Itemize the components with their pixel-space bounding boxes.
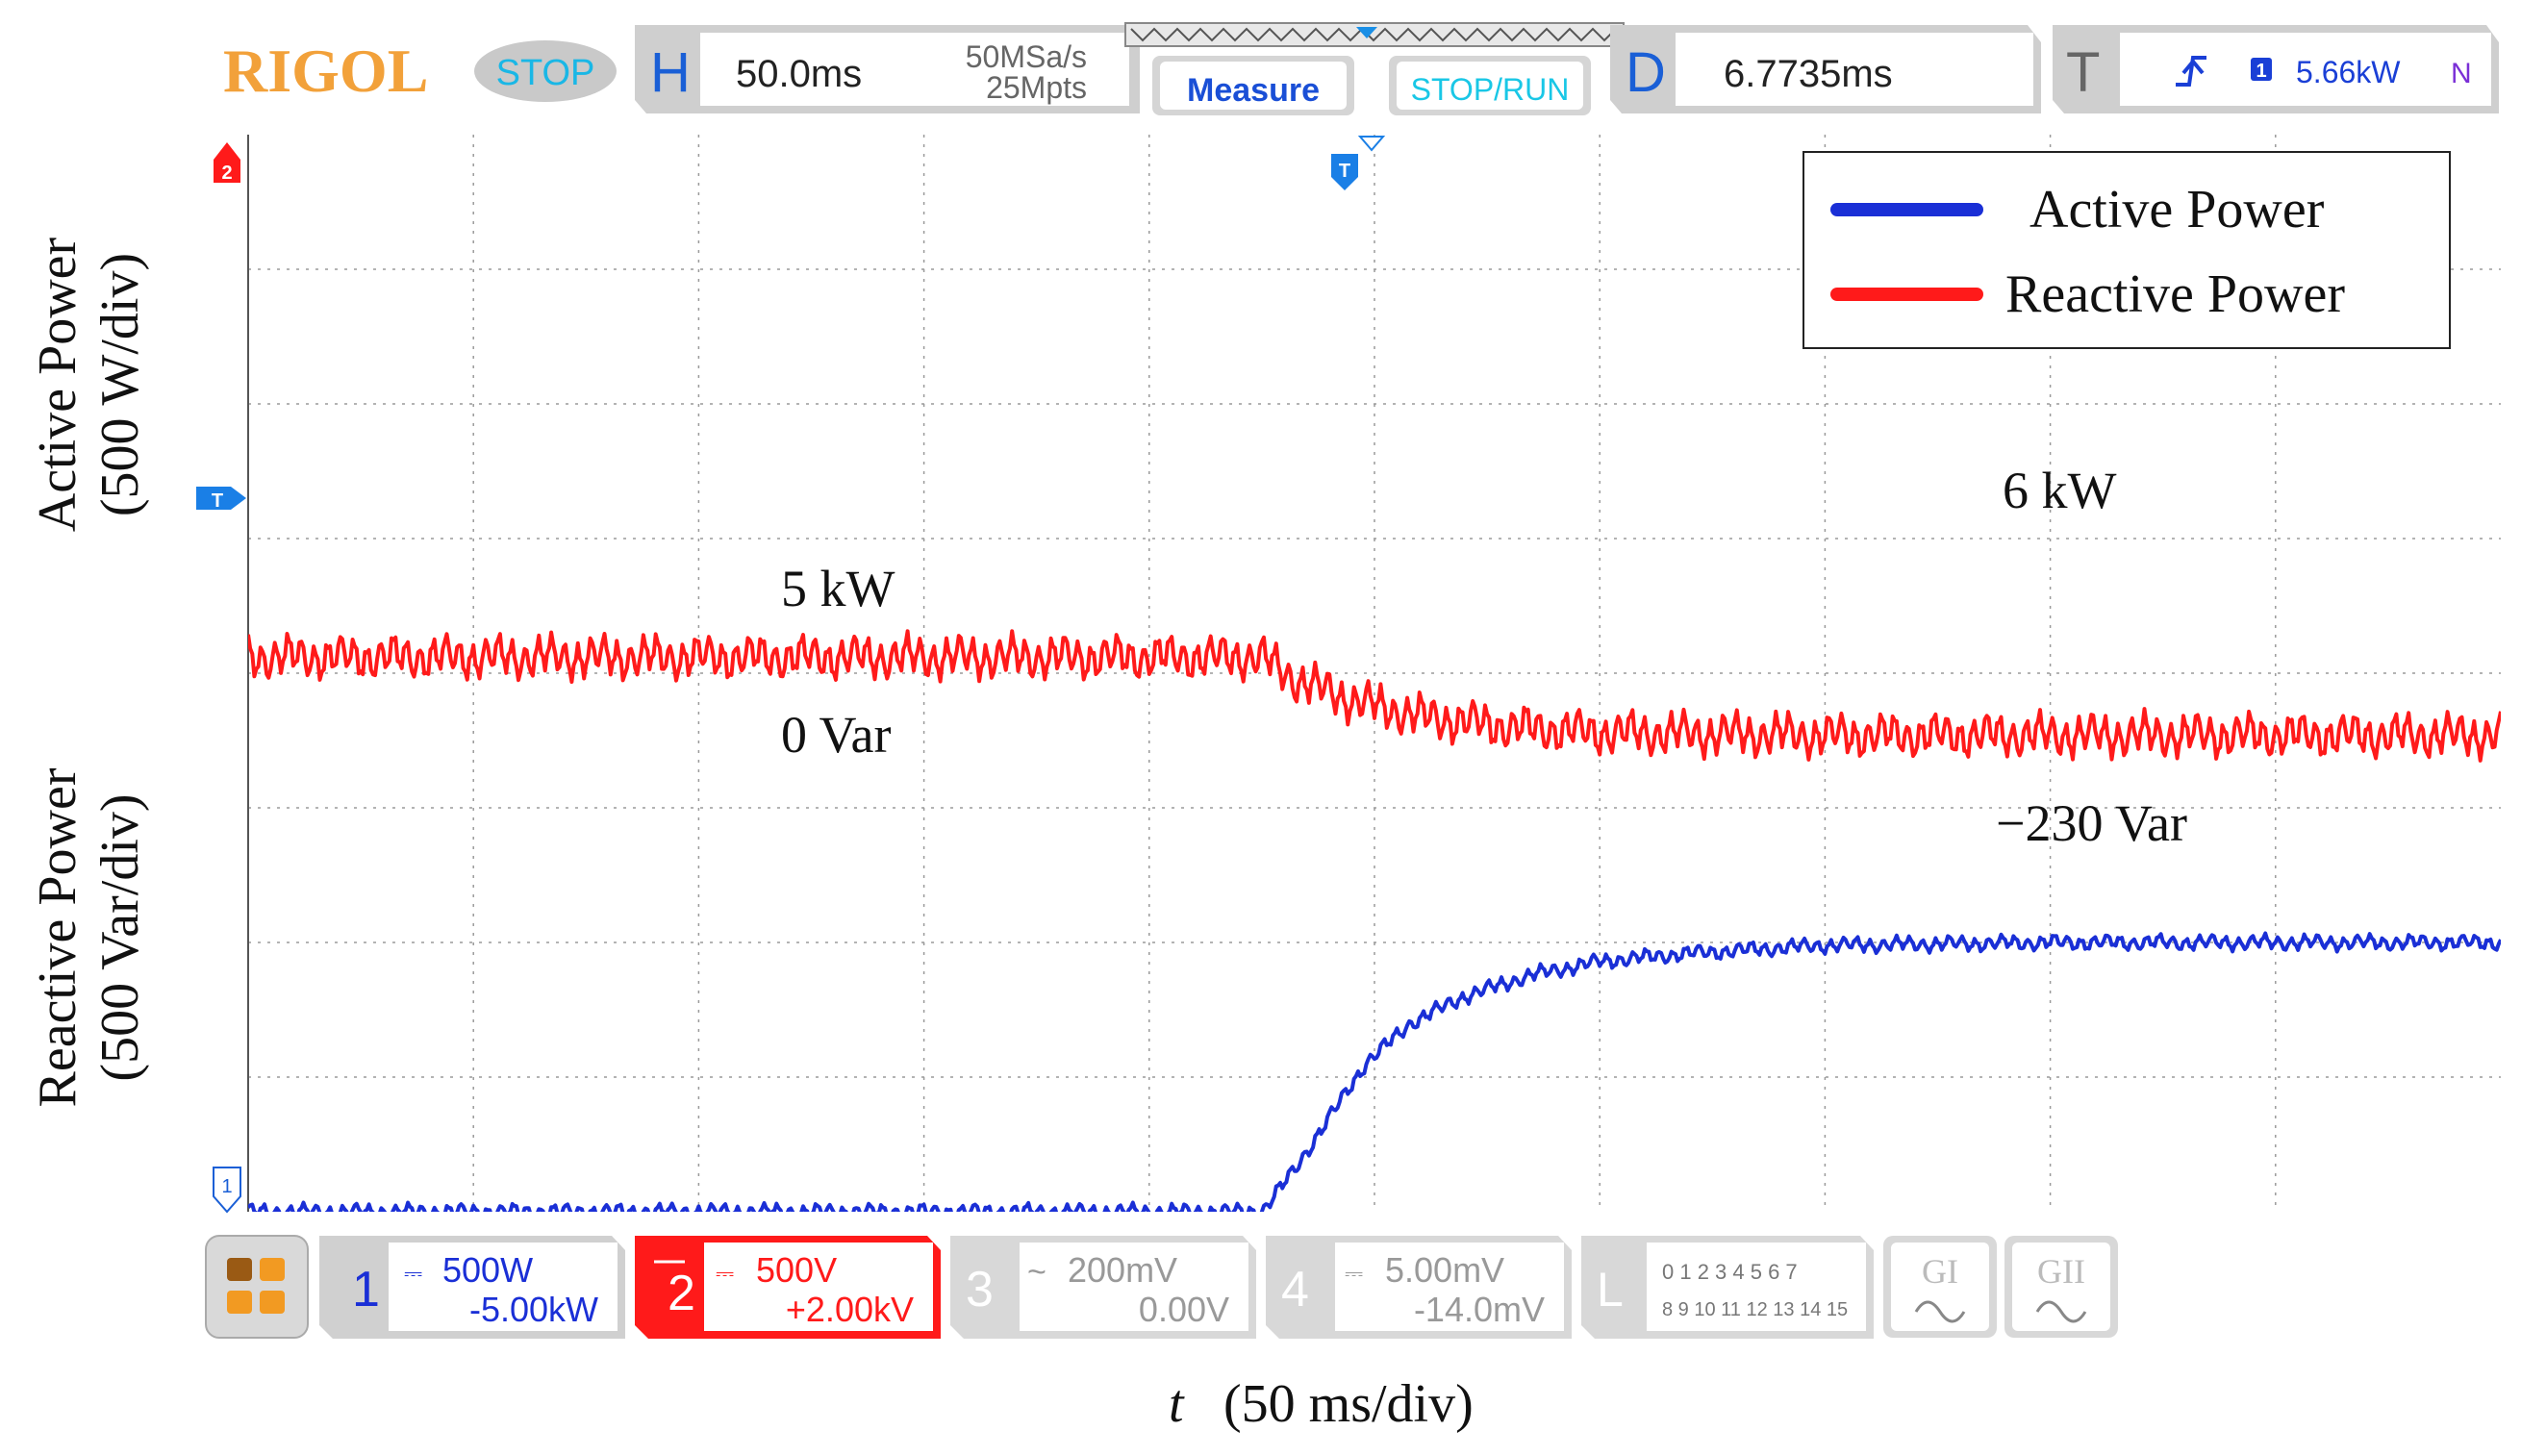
dc-coupling-icon: ⎓ bbox=[716, 1261, 734, 1287]
ch3-offset: 0.00V bbox=[1139, 1290, 1229, 1329]
legend-label-active: Active Power bbox=[2029, 180, 2325, 239]
ch2-marker: 2 bbox=[214, 142, 240, 184]
x-axis-label: t (50 ms/div) bbox=[1169, 1374, 1474, 1434]
svg-text:T: T bbox=[1339, 161, 1350, 182]
ch3-number: 3 bbox=[966, 1262, 994, 1318]
measure-button[interactable]: Measure bbox=[1152, 56, 1354, 115]
waveform-overview[interactable] bbox=[1124, 22, 1625, 47]
timebase-value: 50.0ms bbox=[736, 53, 862, 95]
annotation-reactive-final: −230 Var bbox=[1996, 794, 2187, 852]
svg-text:2: 2 bbox=[221, 163, 232, 184]
svg-text:1: 1 bbox=[221, 1176, 232, 1197]
series-active-power bbox=[248, 931, 2501, 1212]
ch1-offset: -5.00kW bbox=[469, 1290, 598, 1329]
timebase-panel[interactable]: H 50.0ms 50MSa/s 25Mpts bbox=[635, 25, 1140, 113]
annotation-active-initial: 5 kW bbox=[781, 560, 895, 617]
logic-row-2: 8 9 10 11 12 13 14 15 bbox=[1662, 1299, 1848, 1320]
ch1-number: 1 bbox=[352, 1262, 380, 1318]
logic-label: L bbox=[1597, 1263, 1624, 1317]
timebase-h-label: H bbox=[650, 41, 691, 104]
wave-icon bbox=[1914, 1300, 1966, 1323]
trigger-position-marker: T bbox=[1331, 136, 1386, 190]
decoder-2-label: GII bbox=[2037, 1252, 2085, 1291]
dc-coupling-icon: ⎓ bbox=[404, 1261, 422, 1287]
menu-button[interactable] bbox=[205, 1235, 309, 1339]
ac-coupling-icon: ~ bbox=[1027, 1254, 1046, 1291]
delay-panel[interactable]: D 6.7735ms bbox=[1610, 25, 2041, 113]
y-axis-labels: Active Power (500 W/div) Reactive Power … bbox=[28, 237, 150, 1107]
brand-logo: RIGOL bbox=[223, 37, 428, 105]
delay-value: 6.7735ms bbox=[1724, 53, 1893, 95]
stop-run-button[interactable]: STOP/RUN bbox=[1389, 56, 1591, 115]
left-trigger-level-marker: T bbox=[196, 487, 246, 512]
overview-trigger-marker bbox=[1356, 27, 1377, 38]
wave-icon bbox=[2035, 1300, 2087, 1323]
dc-coupling-icon: ⎓ bbox=[1345, 1261, 1363, 1287]
channel-2-panel[interactable]: 2 ⎓ 500V +2.00kV bbox=[635, 1236, 941, 1339]
channel-4-panel[interactable]: 4 ⎓ 5.00mV -14.0mV bbox=[1266, 1236, 1572, 1339]
decoder-1-label: GI bbox=[1922, 1252, 1958, 1291]
delay-d-label: D bbox=[1626, 41, 1666, 104]
x-label-rest: (50 ms/div) bbox=[1223, 1374, 1474, 1434]
series-reactive-power bbox=[248, 629, 2501, 763]
apps-grid-icon bbox=[227, 1258, 285, 1314]
trigger-panel[interactable]: T 1 5.66kW N bbox=[2053, 25, 2499, 113]
ch1-marker: 1 bbox=[213, 1167, 241, 1214]
y-label-reactive-line1: Reactive Power bbox=[28, 767, 88, 1107]
ch3-scale: 200mV bbox=[1068, 1250, 1177, 1290]
svg-text:T: T bbox=[212, 490, 223, 512]
legend-box bbox=[1803, 151, 2451, 349]
ch4-scale: 5.00mV bbox=[1385, 1250, 1504, 1290]
legend: Active Power Reactive Power bbox=[1803, 151, 2451, 349]
top-bar: RIGOL STOP H 50.0ms 50MSa/s 25Mpts Measu… bbox=[223, 22, 2499, 115]
ch4-number: 4 bbox=[1281, 1262, 1309, 1318]
channel-3-panel[interactable]: 3 ~ 200mV 0.00V bbox=[950, 1236, 1256, 1339]
decoder-2-button[interactable]: GII bbox=[2004, 1236, 2118, 1338]
logic-panel[interactable]: L 0 1 2 3 4 5 6 7 8 9 10 11 12 13 14 15 bbox=[1581, 1236, 1874, 1339]
ch2-offset: +2.00kV bbox=[786, 1290, 914, 1329]
channel-1-panel[interactable]: 1 ⎓ 500W -5.00kW bbox=[319, 1236, 625, 1339]
stop-run-label: STOP/RUN bbox=[1411, 72, 1570, 107]
ch2-scale: 500V bbox=[756, 1250, 837, 1290]
x-label-t: t bbox=[1169, 1374, 1185, 1434]
trigger-source: 1 bbox=[2256, 61, 2266, 82]
run-state-text: STOP bbox=[496, 53, 595, 93]
decoder-1-button[interactable]: GI bbox=[1883, 1236, 1997, 1338]
trigger-level: 5.66kW bbox=[2296, 55, 2401, 89]
trigger-mode: N bbox=[2451, 58, 2472, 89]
plot-area: 2 T 1 T 5 kW 0 Var 6 kW −230 Var Active … bbox=[196, 135, 2501, 1214]
sample-rate: 50MSa/s bbox=[966, 39, 1087, 74]
run-state-badge[interactable]: STOP bbox=[474, 40, 617, 102]
ch2-number: 2 bbox=[668, 1266, 695, 1321]
memory-depth: 25Mpts bbox=[986, 70, 1087, 105]
annotation-active-final: 6 kW bbox=[2003, 462, 2117, 519]
y-label-reactive-line2: (500 Var/div) bbox=[90, 793, 150, 1081]
annotation-reactive-initial: 0 Var bbox=[781, 706, 892, 764]
legend-label-reactive: Reactive Power bbox=[2005, 264, 2345, 324]
trigger-t-label: T bbox=[2066, 41, 2100, 104]
ch4-offset: -14.0mV bbox=[1414, 1290, 1545, 1329]
measure-label: Measure bbox=[1187, 72, 1320, 109]
y-label-active-line2: (500 W/div) bbox=[90, 253, 150, 516]
logic-row-1: 0 1 2 3 4 5 6 7 bbox=[1662, 1260, 1798, 1284]
ch1-scale: 500W bbox=[442, 1250, 533, 1290]
y-label-active-line1: Active Power bbox=[28, 237, 88, 532]
bottom-bar: 1 ⎓ 500W -5.00kW 2 ⎓ 500V +2.00kV 3 ~ 20… bbox=[205, 1235, 2118, 1339]
rising-edge-icon bbox=[2176, 56, 2206, 87]
